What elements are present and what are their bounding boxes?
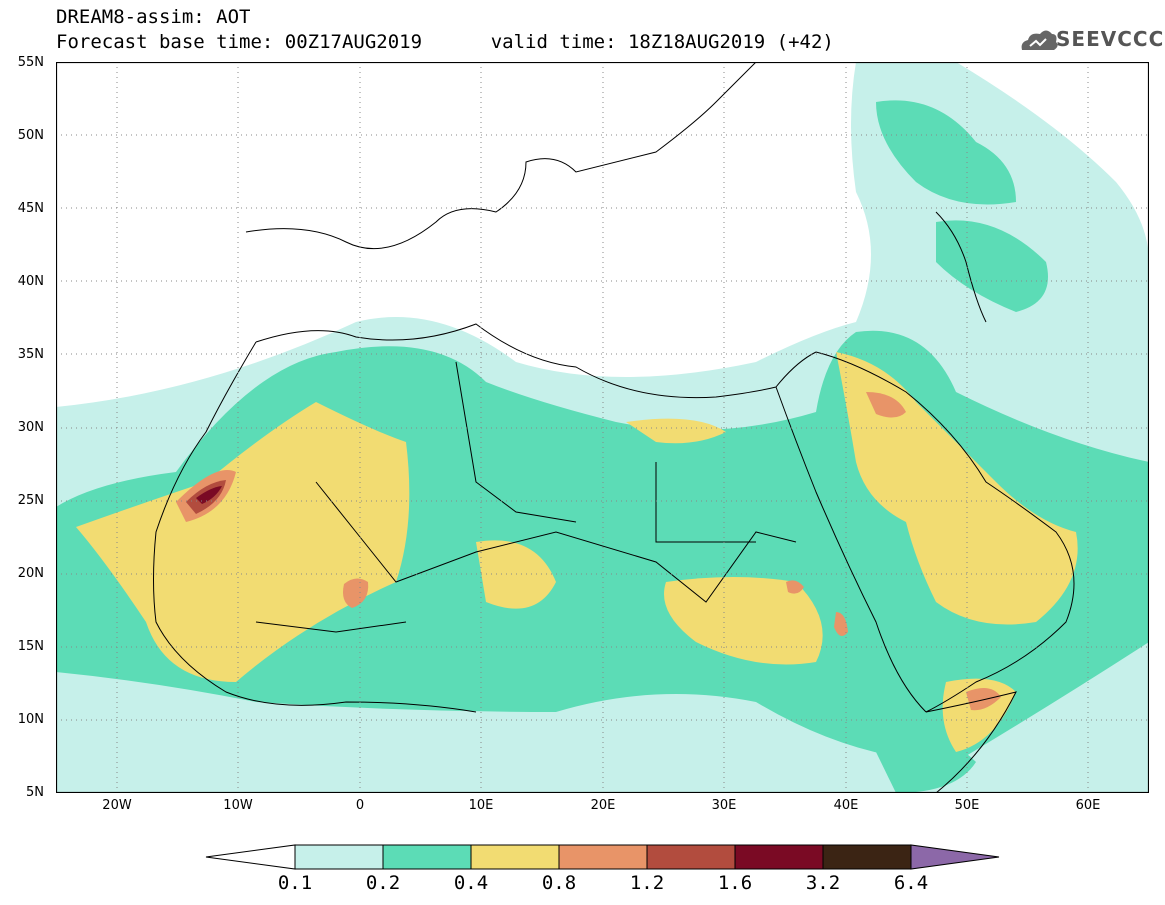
legend-swatch-1 (294, 844, 384, 870)
coastline-africa-west (153, 341, 477, 713)
legend-label: 6.4 (893, 872, 929, 894)
lon-label: 0 (355, 798, 365, 813)
lon-label: 60E (1075, 798, 1101, 813)
lat-label: 10N (17, 712, 44, 727)
border-line (255, 621, 407, 633)
legend-arrow-high (910, 844, 1000, 870)
legend-label: 0.1 (277, 872, 313, 894)
coastline-europe (245, 62, 757, 250)
legend-label: 1.6 (717, 872, 753, 894)
cloud-icon (1021, 30, 1058, 50)
legend-swatch-4 (558, 844, 648, 870)
border-line (655, 462, 756, 543)
legend-swatch-6 (734, 844, 824, 870)
legend-label: 0.8 (541, 872, 577, 894)
lat-label: 20N (17, 566, 44, 581)
lon-label: 50E (954, 798, 980, 813)
coastline-mediterranean (255, 323, 817, 399)
border-line (315, 481, 797, 603)
lat-label: 45N (17, 201, 44, 216)
legend-label: 1.2 (629, 872, 665, 894)
logo-text: SEEVCCC (1056, 27, 1165, 51)
lon-label: 30E (711, 798, 737, 813)
lat-label: 55N (17, 55, 44, 70)
lat-label: 25N (17, 493, 44, 508)
lat-label: 5N (26, 785, 44, 800)
legend-swatch-3 (470, 844, 560, 870)
color-legend (205, 844, 1000, 870)
lat-label: 40N (17, 274, 44, 289)
lon-label: 40E (833, 798, 859, 813)
coastline-caspian (935, 211, 987, 323)
legend-swatch-2 (382, 844, 472, 870)
lon-label: 10W (223, 798, 253, 813)
forecast-base-time: Forecast base time: 00Z17AUG2019 (56, 31, 423, 53)
lat-label: 50N (17, 128, 44, 143)
coastline-red-sea (775, 386, 927, 713)
forecast-time-line: Forecast base time: 00Z17AUG2019 valid t… (56, 31, 834, 53)
border-line (455, 361, 577, 523)
legend-swatch-5 (646, 844, 736, 870)
legend-label: 3.2 (805, 872, 841, 894)
map-title: DREAM8-assim: AOT (56, 6, 251, 28)
legend-arrow-low (205, 844, 296, 870)
aot-contour-1.6 (196, 486, 222, 504)
lat-label: 30N (17, 420, 44, 435)
coastline-arabia (815, 351, 1075, 713)
lat-label: 35N (17, 347, 44, 362)
lon-label: 10E (468, 798, 494, 813)
coastline-horn (925, 691, 1017, 793)
aot-map (56, 62, 1149, 793)
legend-swatch-7 (822, 844, 912, 870)
lat-label: 15N (17, 639, 44, 654)
legend-label: 0.2 (365, 872, 401, 894)
lon-label: 20E (590, 798, 616, 813)
legend-label: 0.4 (453, 872, 489, 894)
valid-time: valid time: 18Z18AUG2019 (+42) (490, 31, 834, 53)
lon-label: 20W (102, 798, 132, 813)
aot-contour-0.4 (76, 402, 410, 682)
